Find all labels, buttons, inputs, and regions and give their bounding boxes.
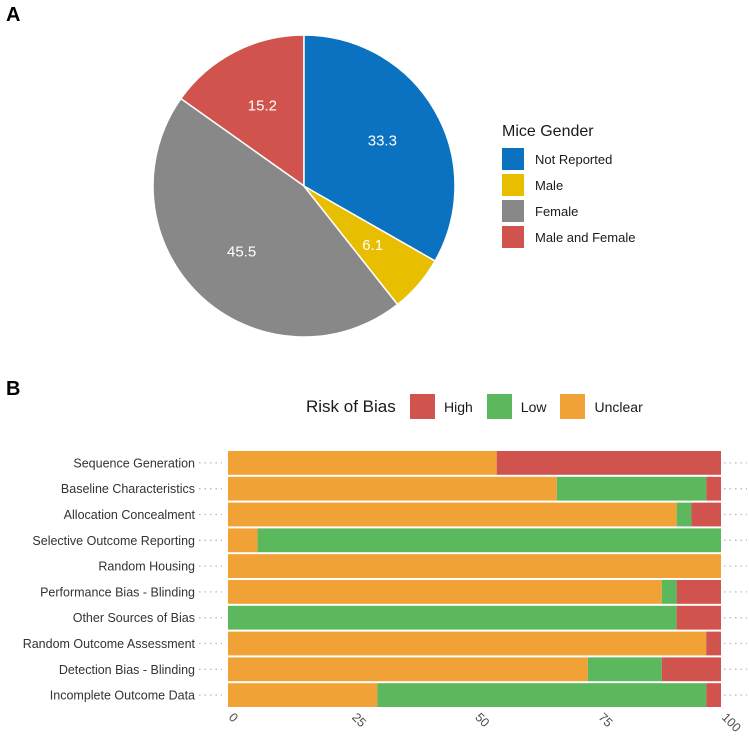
bar-segment xyxy=(228,554,721,578)
pie-chart: 15.2 45.5 6.1 33.3 xyxy=(152,34,456,338)
category-label: Selective Outcome Reporting xyxy=(32,534,195,548)
bar-legend-item: High xyxy=(410,394,473,419)
bar-segment xyxy=(661,580,677,604)
category-label: Detection Bias - Blinding xyxy=(59,663,195,677)
category-label: Random Housing xyxy=(98,560,195,574)
pie-slice xyxy=(179,34,305,188)
pie-legend-swatch xyxy=(502,226,524,248)
bar-segment xyxy=(706,476,721,501)
pie-legend-label: Male and Female xyxy=(535,229,636,245)
bar-segment xyxy=(377,683,707,707)
bar-segment xyxy=(706,631,721,656)
x-tick-label: 50 xyxy=(472,710,492,730)
pie-legend-title: Mice Gender xyxy=(502,123,594,140)
pie-slice-label: 33.3 xyxy=(368,133,397,150)
bar-legend-label: Unclear xyxy=(594,398,643,415)
pie-slice xyxy=(303,34,456,262)
pie-legend-swatch xyxy=(502,200,524,222)
pie-legend: Not Reported Male Female Male and Female xyxy=(502,146,635,250)
pie-legend-label: Female xyxy=(535,203,579,219)
x-tick-label: 0 xyxy=(226,710,241,725)
bar-segment xyxy=(661,657,721,682)
bar-segment xyxy=(691,502,721,527)
category-label: Performance Bias - Blinding xyxy=(40,585,195,599)
category-label: Other Sources of Bias xyxy=(73,611,195,625)
bar-segment xyxy=(228,580,662,604)
bar-segment xyxy=(556,476,707,501)
bar-segment xyxy=(228,451,497,475)
category-label: Sequence Generation xyxy=(73,456,195,470)
bar-segment xyxy=(228,605,677,630)
pie-legend-item: Female xyxy=(502,198,635,224)
x-tick-label: 75 xyxy=(596,710,616,730)
pie-legend-swatch xyxy=(502,148,524,170)
bar-legend-label: Low xyxy=(520,398,547,415)
pie-legend-label: Male xyxy=(535,177,564,193)
bar-segment xyxy=(228,528,258,553)
bar-segment xyxy=(228,476,557,501)
pie-legend-item: Not Reported xyxy=(502,146,635,172)
bar-segment xyxy=(228,683,378,707)
category-label: Allocation Concealment xyxy=(64,508,196,522)
bar-segment xyxy=(228,631,707,656)
category-label: Random Outcome Assessment xyxy=(23,637,196,651)
pie-slice-label: 6.1 xyxy=(362,237,383,254)
bar-legend-title: Risk of Bias xyxy=(306,397,396,416)
pie-legend-item: Male and Female xyxy=(502,224,635,250)
bar-legend-label: High xyxy=(444,398,473,415)
category-label: Baseline Characteristics xyxy=(61,482,195,496)
pie-slice-label: 15.2 xyxy=(248,98,277,115)
pie-legend-label: Not Reported xyxy=(535,151,613,167)
bar-legend: High Low Unclear xyxy=(410,394,657,419)
bar-segment xyxy=(676,502,692,527)
pie-slice xyxy=(152,97,399,338)
bar-segment xyxy=(676,605,721,630)
bar-segment xyxy=(496,451,721,475)
bar-legend-swatch xyxy=(560,394,586,419)
bar-legend-swatch xyxy=(486,394,512,419)
x-tick-label: 100 xyxy=(719,710,744,735)
bar-segment xyxy=(587,657,662,682)
bar-segment xyxy=(257,528,721,553)
pie-slice-label: 45.5 xyxy=(227,244,256,261)
bar-segment xyxy=(228,502,677,527)
pie-legend-swatch xyxy=(502,174,524,196)
panel-label-b: B xyxy=(6,378,21,400)
bar-segment xyxy=(676,580,721,604)
category-label: Incomplete Outcome Data xyxy=(50,689,195,703)
bar-legend-item: Unclear xyxy=(560,394,643,419)
bar-segment xyxy=(706,683,721,707)
pie-legend-item: Male xyxy=(502,172,635,198)
x-tick-label: 25 xyxy=(349,710,369,730)
bar-legend-item: Low xyxy=(486,394,547,419)
panel-label-a: A xyxy=(6,4,21,26)
bar-legend-swatch xyxy=(410,394,435,419)
bar-segment xyxy=(228,657,588,682)
